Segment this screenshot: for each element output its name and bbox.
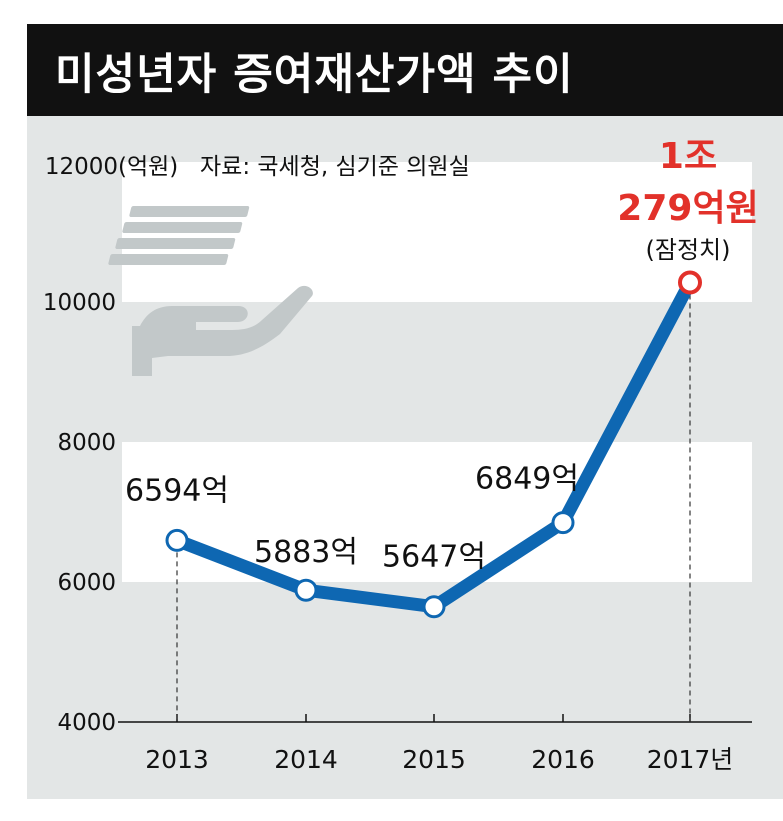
y-tick-label: 10000 xyxy=(43,290,116,316)
data-point xyxy=(422,595,446,619)
chart-title: 미성년자 증여재산가액 추이 xyxy=(55,50,574,100)
data-label: 6594억 xyxy=(125,473,229,508)
x-tick-label: 2014 xyxy=(274,745,338,774)
source-note: 자료: 국세청, 심기준 의원실 xyxy=(200,154,470,180)
y-axis-unit: (억원) xyxy=(118,154,178,180)
x-tick-label: 2017년 xyxy=(647,745,734,774)
y-tick-label: 12000 xyxy=(45,154,118,180)
x-tick-label: 2013 xyxy=(145,745,209,774)
data-point xyxy=(294,578,318,602)
data-point xyxy=(551,511,575,535)
x-tick-label: 2015 xyxy=(402,745,466,774)
x-tick-label: 2016 xyxy=(531,745,595,774)
last-point-label: 1조 279억원 (잠정치) xyxy=(617,136,758,264)
last-point-label-line2: 279억원 xyxy=(617,188,758,229)
data-label: 5883억 xyxy=(254,535,358,570)
y-tick-label: 8000 xyxy=(57,430,116,456)
y-tick-label: 4000 xyxy=(57,710,116,736)
data-label: 6849억 xyxy=(475,462,579,497)
data-label: 5647억 xyxy=(382,540,486,575)
last-point-label-note: (잠정치) xyxy=(646,236,731,264)
money-hand-icon xyxy=(108,206,313,376)
data-point-highlight xyxy=(678,270,702,295)
y-tick-label: 6000 xyxy=(57,570,116,596)
hand-holding-money-icon xyxy=(108,206,313,376)
title-bar xyxy=(27,24,783,116)
data-point xyxy=(165,528,189,552)
last-point-label-line1: 1조 xyxy=(659,136,717,177)
